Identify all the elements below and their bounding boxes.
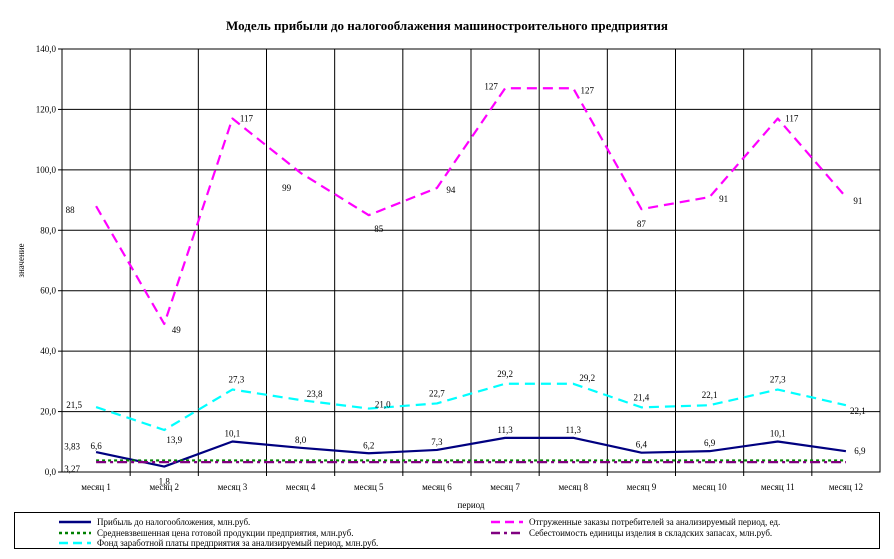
data-label: 27,3 [229, 375, 245, 385]
data-label: 13,9 [166, 435, 182, 445]
data-label: 117 [785, 113, 799, 123]
y-tick-label: 120,0 [36, 104, 57, 114]
data-label: 6,4 [636, 440, 648, 450]
data-label: 6,9 [854, 446, 866, 456]
data-label: 21,0 [375, 400, 391, 410]
data-label: 99 [282, 183, 292, 193]
x-tick-label: месяц 9 [627, 482, 657, 492]
data-label: 8,0 [295, 435, 307, 445]
x-axis-label: период [458, 500, 485, 510]
legend-label-price: Средневзвешенная цена готовой продукции … [97, 528, 354, 538]
line-chart: 0,0 20,0 40,0 60,0 80,0 100,0 120,0 140,0 месяц … [16, 44, 881, 510]
x-tick-label: месяц 4 [286, 482, 316, 492]
x-tick-label: месяц 10 [693, 482, 728, 492]
data-label: 3,27 [64, 464, 80, 474]
data-label: 117 [240, 113, 254, 123]
y-tick-label: 20,0 [40, 407, 56, 417]
data-label: 6,6 [90, 441, 102, 451]
y-axis-label: значение [16, 243, 26, 277]
legend-swatch-profit [59, 520, 91, 524]
y-tick-label: 0,0 [45, 467, 57, 477]
legend-label-profit: Прибыль до налогообложения, млн.руб. [97, 517, 251, 527]
data-label: 85 [374, 224, 384, 234]
x-tick-label: месяц 5 [354, 482, 384, 492]
x-tick-label: месяц 3 [218, 482, 248, 492]
series-line-0 [95, 436, 847, 468]
chart-title: Модель прибыли до налогооблажения машино… [226, 18, 668, 33]
x-tick-label: месяц 8 [558, 482, 588, 492]
y-tick-label: 140,0 [36, 44, 57, 54]
legend-swatch-cost [491, 531, 523, 535]
x-tick-label: месяц 7 [490, 482, 520, 492]
data-label: 11,3 [566, 425, 582, 435]
data-label: 6,9 [704, 438, 716, 448]
data-label: 23,8 [307, 389, 323, 399]
legend-label-orders: Отгруженные заказы потребителей за анали… [529, 517, 781, 527]
data-label: 3,83 [64, 441, 80, 451]
data-label: 94 [446, 185, 456, 195]
chart-legend: Прибыль до налогообложения, млн.руб. Отг… [14, 512, 880, 549]
y-tick-label: 40,0 [40, 346, 56, 356]
data-label: 1,8 [159, 477, 171, 487]
data-label: 27,3 [770, 375, 786, 385]
y-tick-label: 60,0 [40, 286, 56, 296]
data-label: 11,3 [497, 425, 513, 435]
data-label: 21,5 [66, 400, 82, 410]
data-label: 91 [719, 194, 728, 204]
y-tick-label: 100,0 [36, 165, 57, 175]
x-tick-label: месяц 11 [761, 482, 795, 492]
data-label: 87 [637, 219, 647, 229]
data-label: 21,4 [634, 392, 650, 402]
legend-swatch-price [59, 531, 91, 535]
data-label: 91 [853, 196, 862, 206]
data-label: 127 [484, 81, 498, 91]
data-label: 29,2 [497, 369, 513, 379]
data-label: 22,7 [429, 388, 445, 398]
data-label: 7,3 [431, 437, 443, 447]
data-label: 22,1 [702, 390, 718, 400]
y-tick-label: 80,0 [40, 225, 56, 235]
legend-swatch-orders [491, 520, 523, 524]
legend-label-payroll: Фонд заработной платы предприятия за ана… [97, 538, 379, 548]
data-label: 49 [172, 325, 182, 335]
x-tick-label: месяц 6 [422, 482, 452, 492]
series-line-4 [95, 382, 847, 432]
data-label: 6,2 [363, 440, 374, 450]
legend-swatch-payroll [59, 541, 91, 545]
legend-label-cost: Себестоимость единицы изделия в складски… [529, 528, 773, 538]
data-label: 127 [581, 85, 595, 95]
data-label: 10,1 [225, 428, 241, 438]
data-label: 29,2 [579, 373, 595, 383]
x-tick-label: месяц 2 [149, 482, 179, 492]
data-label: 10,1 [770, 428, 786, 438]
data-label: 22,1 [850, 406, 866, 416]
x-tick-label: месяц 1 [81, 482, 111, 492]
x-tick-label: месяц 12 [829, 482, 863, 492]
data-label: 88 [66, 205, 76, 215]
